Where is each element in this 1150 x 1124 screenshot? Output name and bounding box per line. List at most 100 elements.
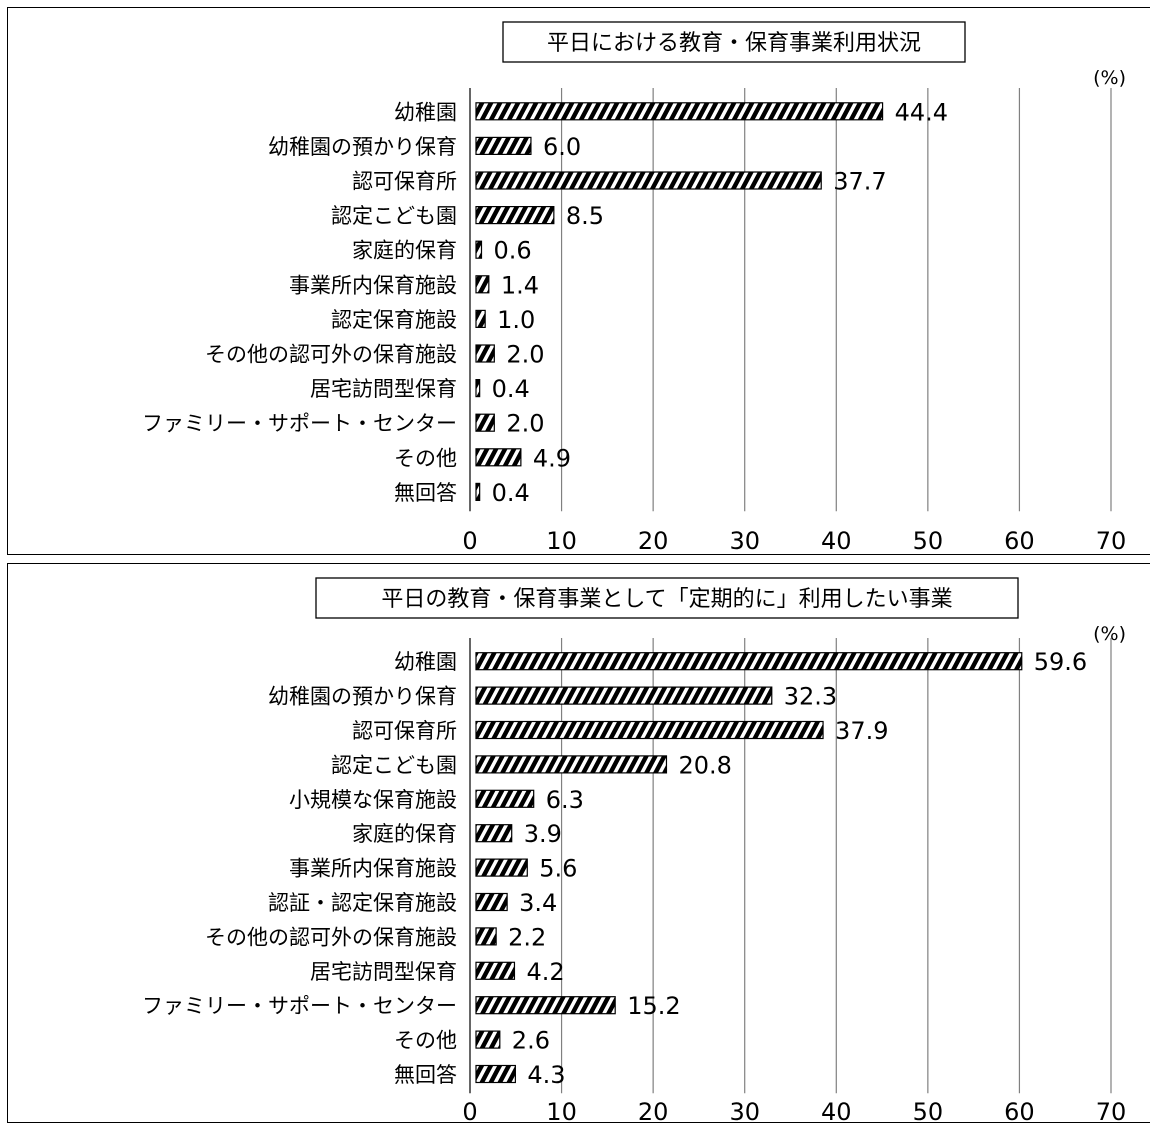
bar [475, 720, 824, 740]
bar [475, 1030, 501, 1049]
category-label: 認定こども園 [331, 204, 457, 228]
category-label: 居宅訪問型保育 [310, 960, 457, 984]
data-label: 3.4 [519, 889, 557, 917]
bar [475, 927, 497, 946]
x-tick-label: 40 [821, 527, 852, 555]
x-tick-label: 10 [546, 1098, 577, 1124]
category-label: 家庭的保育 [352, 239, 457, 263]
bar [475, 789, 535, 808]
bar [475, 379, 481, 398]
bar [475, 136, 532, 155]
bar [475, 755, 668, 774]
x-tick-label: 0 [462, 1098, 477, 1124]
data-label: 59.6 [1034, 648, 1087, 676]
bar [475, 102, 884, 121]
category-label: 小規模な保育施設 [289, 788, 457, 812]
data-label: 8.5 [566, 202, 604, 230]
chart-usage: 平日における教育・保育事業利用状況 (%) 0 10 20 30 40 50 60 70 幼稚園 44… [142, 21, 1127, 555]
x-tick-label: 70 [1096, 527, 1127, 555]
bar [475, 448, 522, 467]
category-label: 認可保育所 [352, 170, 457, 194]
bar [475, 275, 490, 294]
category-label: 家庭的保育 [352, 822, 457, 846]
bar [475, 413, 495, 432]
category-label: 居宅訪問型保育 [310, 377, 457, 401]
x-tick-label: 30 [729, 527, 760, 555]
x-tick-label: 30 [729, 1098, 760, 1124]
bar [475, 892, 508, 912]
chart-title-box: 平日の教育・保育事業として「定期的に」利用したい事業 [315, 577, 1019, 619]
data-label: 37.7 [833, 168, 886, 196]
bar [475, 961, 516, 980]
category-label: 事業所内保育施設 [289, 273, 457, 297]
bar [475, 686, 773, 705]
x-tick-label: 20 [638, 527, 669, 555]
data-label: 2.0 [506, 341, 544, 369]
bar [475, 824, 513, 843]
bar [475, 482, 481, 501]
x-tick-label: 50 [913, 527, 944, 555]
bar [475, 309, 486, 328]
x-tick-label: 50 [913, 1098, 944, 1124]
category-label: 無回答 [394, 1063, 457, 1087]
bar [475, 240, 483, 259]
chart-title: 平日における教育・保育事業利用状況 [547, 31, 921, 56]
data-label: 0.4 [492, 375, 530, 403]
unit-label: (%) [1093, 67, 1126, 89]
x-tick-label: 60 [1004, 1098, 1035, 1124]
category-label: 幼稚園 [394, 650, 457, 674]
x-tick-label: 40 [821, 1098, 852, 1124]
data-label: 1.4 [501, 271, 539, 299]
category-label: その他 [394, 1029, 457, 1053]
category-label: その他の認可外の保育施設 [205, 925, 457, 949]
category-label: 幼稚園の預かり保育 [268, 685, 457, 709]
category-label: 幼稚園の預かり保育 [268, 135, 457, 159]
data-label: 2.2 [508, 923, 546, 951]
data-label: 44.4 [895, 98, 948, 126]
data-label: 2.0 [506, 410, 544, 438]
category-label: ファミリー・サポート・センター [142, 412, 457, 436]
category-label: 認可保育所 [352, 719, 457, 743]
data-label: 20.8 [678, 751, 731, 779]
category-label: その他の認可外の保育施設 [205, 343, 457, 367]
data-label: 0.4 [492, 479, 530, 507]
unit-label: (%) [1093, 623, 1126, 645]
data-label: 37.9 [835, 717, 888, 745]
category-label: その他 [394, 446, 457, 470]
data-label: 1.0 [497, 306, 535, 334]
category-label: 認証・認定保育施設 [268, 891, 457, 915]
data-label: 4.9 [533, 444, 571, 472]
x-tick-label: 10 [546, 527, 577, 555]
chart-desired: 平日の教育・保育事業として「定期的に」利用したい事業 (%) 0 10 20 30 40 50… [142, 577, 1127, 1124]
chart-title: 平日の教育・保育事業として「定期的に」利用したい事業 [381, 587, 952, 612]
data-label: 5.6 [539, 855, 577, 883]
data-label: 6.3 [546, 786, 584, 814]
category-label: 無回答 [394, 481, 457, 505]
category-label: 認定保育施設 [331, 308, 457, 332]
chart-panel-usage: 平日における教育・保育事業利用状況 (%) 0 10 20 30 40 50 60 70 幼稚園 44… [7, 7, 1150, 555]
bar [475, 344, 495, 363]
data-label: 32.3 [784, 683, 837, 711]
bar [475, 206, 555, 225]
bar [475, 1064, 516, 1084]
x-tick-label: 60 [1004, 527, 1035, 555]
data-label: 2.6 [512, 1027, 550, 1055]
category-label: 幼稚園 [394, 100, 457, 124]
bar [475, 171, 822, 190]
bar [475, 996, 616, 1015]
data-label: 4.2 [526, 958, 564, 986]
x-tick-label: 20 [638, 1098, 669, 1124]
bar [475, 652, 1023, 671]
x-tick-label: 70 [1096, 1098, 1127, 1124]
data-label: 6.0 [543, 133, 581, 161]
x-tick-label: 0 [462, 527, 477, 555]
data-label: 0.6 [493, 237, 531, 265]
category-label: 事業所内保育施設 [289, 857, 457, 881]
data-label: 4.3 [527, 1061, 565, 1089]
category-label: 認定こども園 [331, 753, 457, 777]
bar [475, 858, 528, 877]
category-label: ファミリー・サポート・センター [142, 994, 457, 1018]
chart-panel-desired: 平日の教育・保育事業として「定期的に」利用したい事業 (%) 0 10 20 30 40 50… [7, 563, 1150, 1124]
chart-title-box: 平日における教育・保育事業利用状況 [502, 21, 966, 63]
data-label: 15.2 [627, 992, 680, 1020]
